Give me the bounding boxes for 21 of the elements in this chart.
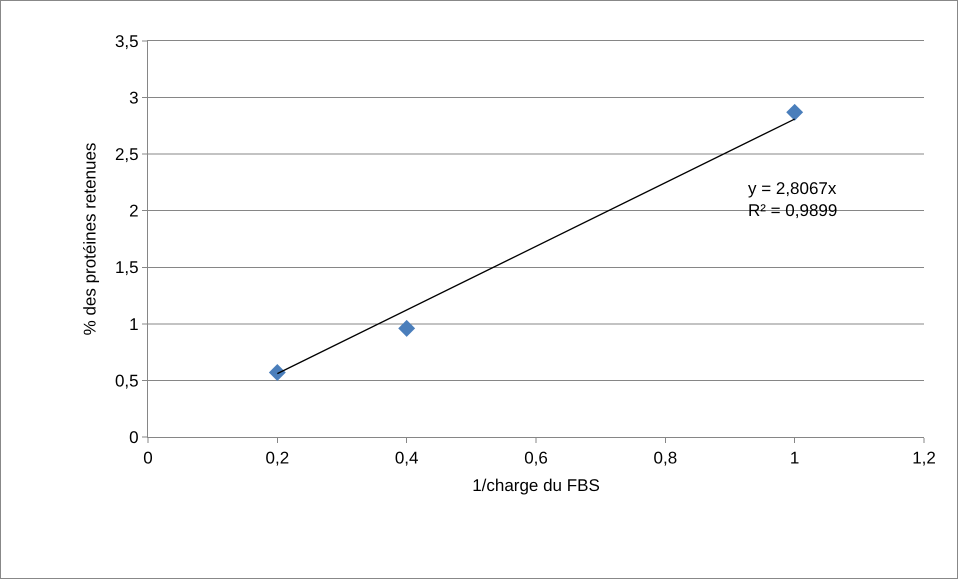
point xyxy=(268,364,286,381)
x-tick-label: 0,2 xyxy=(266,448,290,468)
y-tick-label: 2,5 xyxy=(114,145,139,164)
x-tick-label: 0 xyxy=(143,448,153,468)
point xyxy=(786,104,804,121)
y-tick-label: 1 xyxy=(129,314,139,334)
y-tick-label: 1,5 xyxy=(114,258,139,278)
y-tick-label: 0,5 xyxy=(114,371,139,390)
x-axis-title: 1/charge du FBS xyxy=(472,476,600,495)
x-tick-label: 0,4 xyxy=(394,448,418,468)
annotation: y = 2,8067x R² = 0,9899 xyxy=(748,179,838,220)
x-tick-label: 0,6 xyxy=(524,448,548,468)
x-tick-label: 1 xyxy=(790,448,800,468)
y-axis-title: % des protéines retenues xyxy=(80,142,100,336)
y-tick-label: 2 xyxy=(129,202,139,221)
y-tick-label: 0 xyxy=(129,428,139,447)
x-tick-label: 0,8 xyxy=(654,448,678,468)
x-tick-label: 1,2 xyxy=(912,448,936,468)
y-tick-label: 3,5 xyxy=(114,32,139,51)
y-tick-label: 3 xyxy=(129,88,139,108)
point xyxy=(398,320,416,337)
